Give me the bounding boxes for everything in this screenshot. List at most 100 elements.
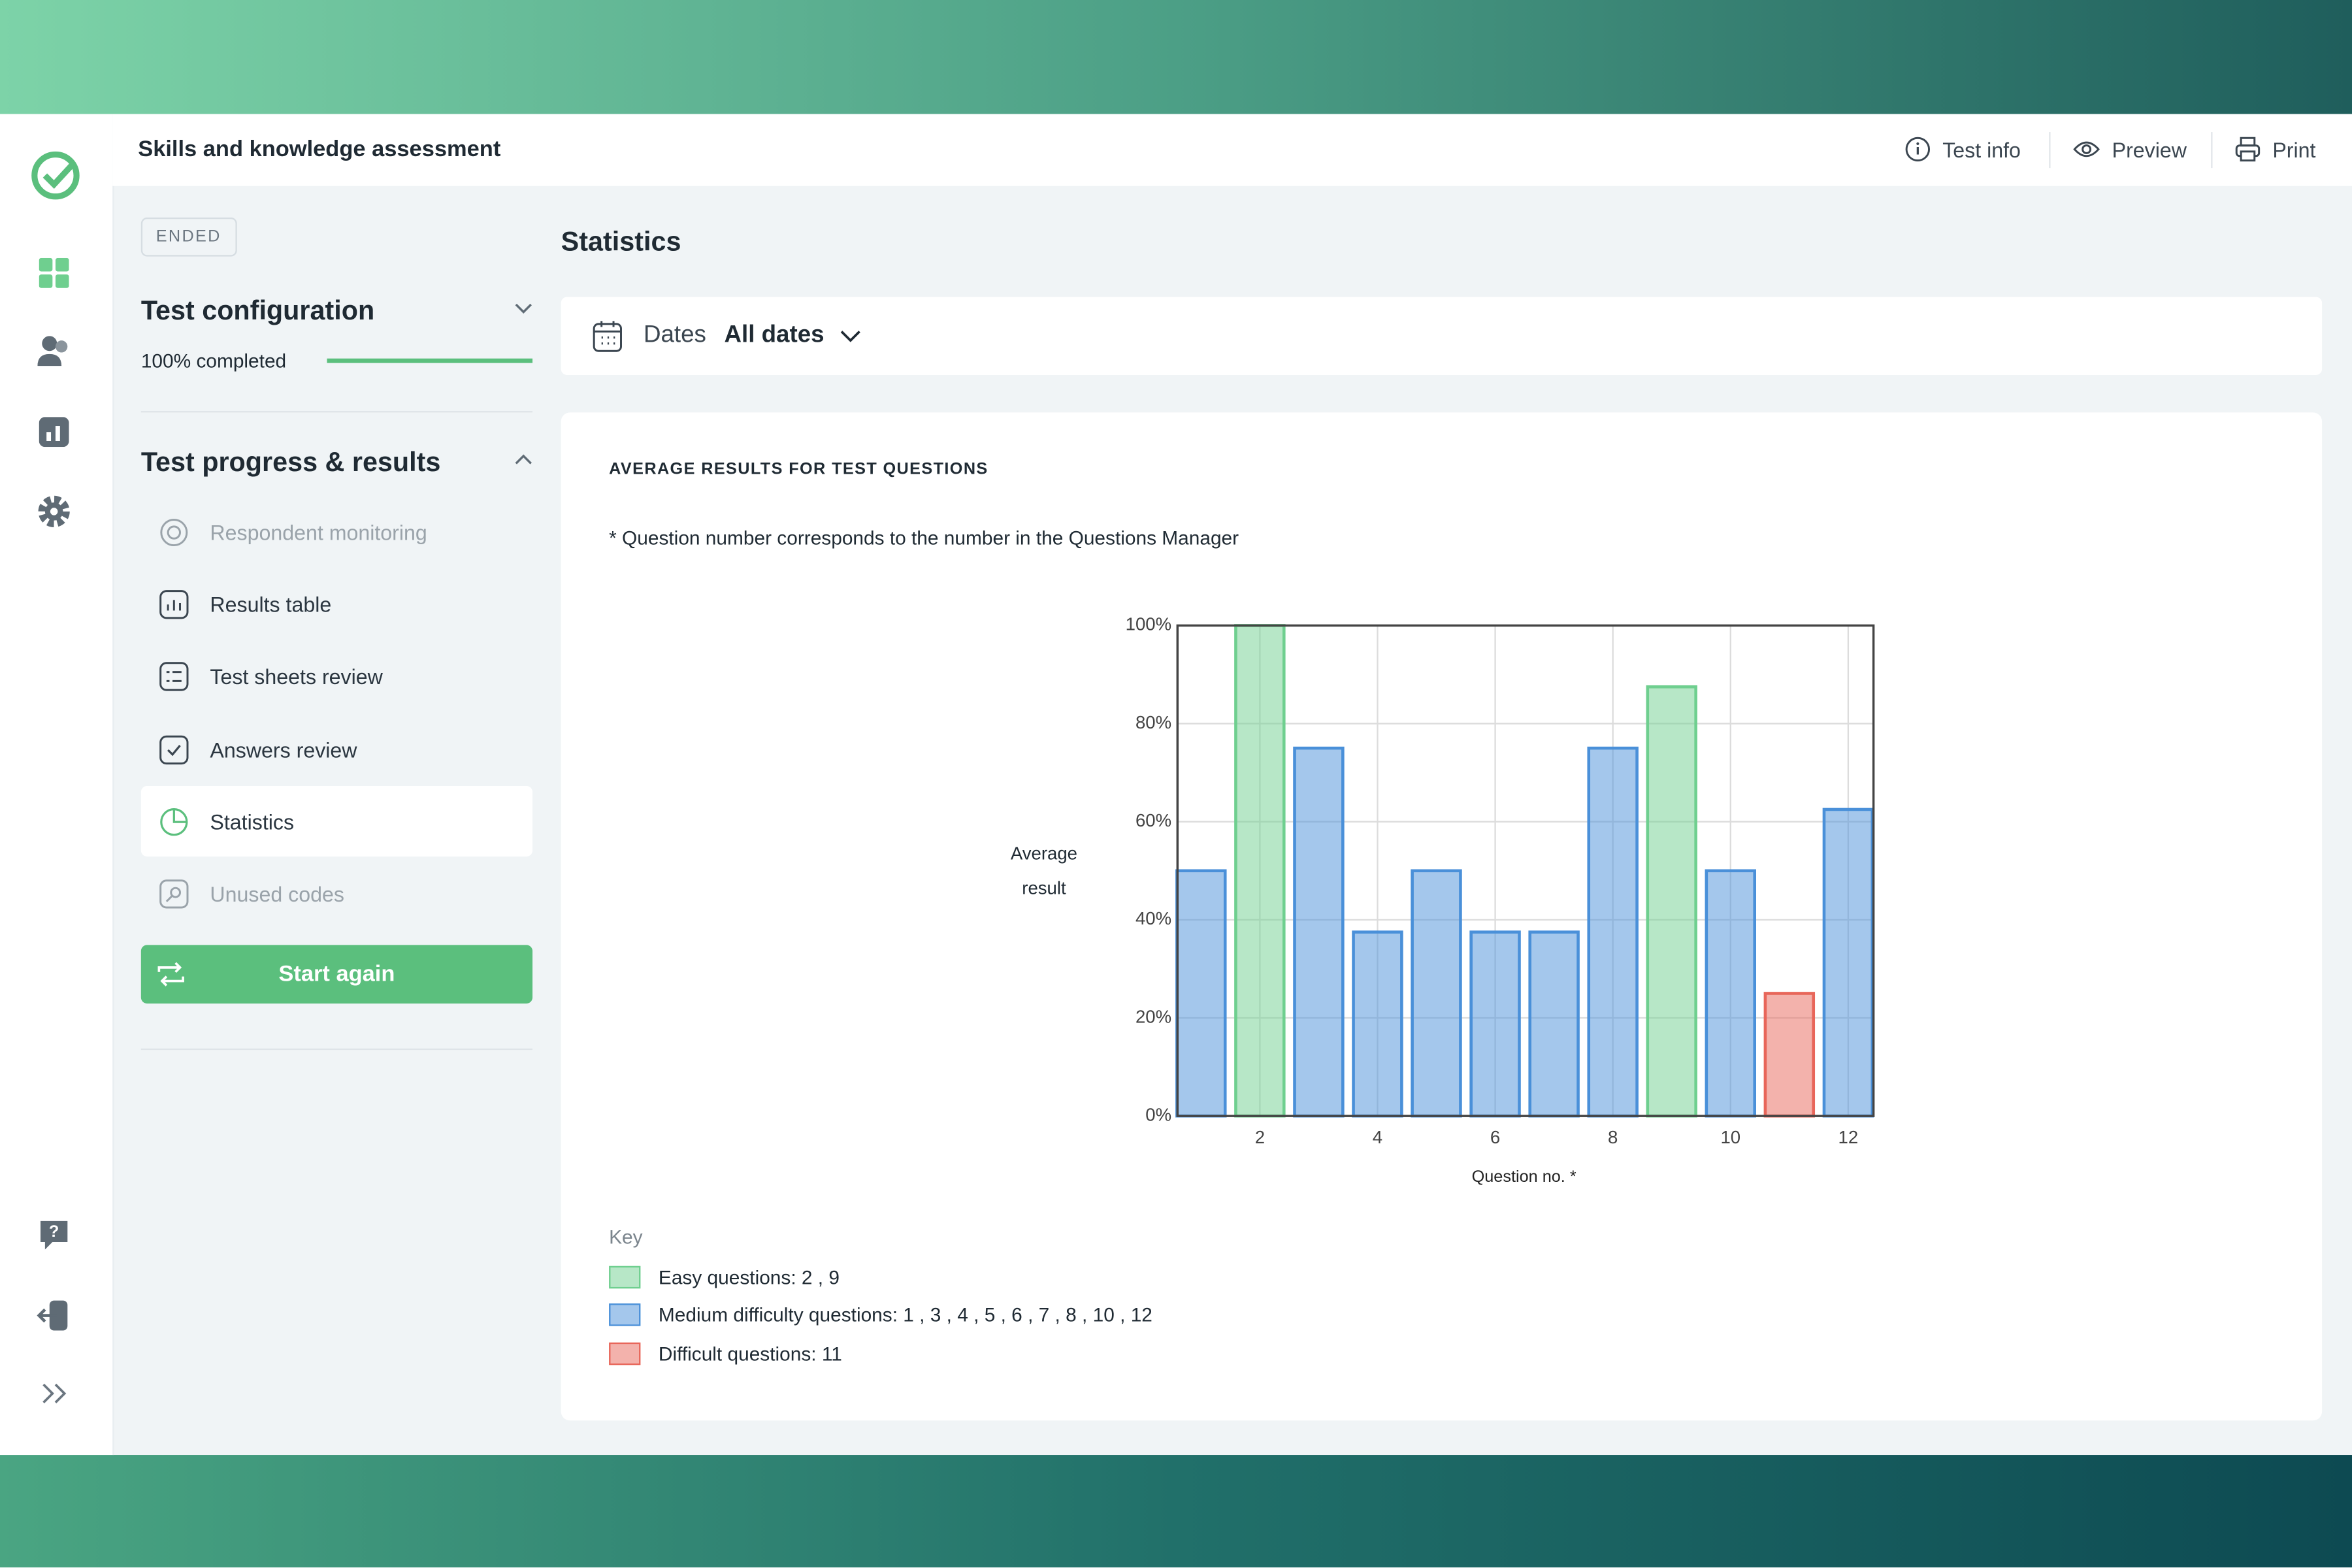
- x-tick-label: 4: [1373, 1127, 1382, 1147]
- preview-button[interactable]: Preview: [2073, 137, 2187, 162]
- nav-item-active[interactable]: Statistics: [140, 786, 533, 857]
- x-tick-label: 6: [1490, 1127, 1500, 1147]
- legend-label: Difficult questions: 11: [658, 1342, 842, 1365]
- bar: [1293, 746, 1345, 1118]
- legend-label: Medium difficulty questions: 1 , 3 , 4 ,…: [658, 1303, 1152, 1326]
- dashboard-icon[interactable]: [39, 257, 69, 288]
- section-title[interactable]: Test progress & results: [140, 447, 441, 478]
- progress-track: [327, 358, 533, 363]
- nav-item[interactable]: Answers review: [141, 714, 532, 785]
- card-title: AVERAGE RESULTS FOR TEST QUESTIONS: [609, 460, 988, 479]
- chevron-up[interactable]: [515, 453, 533, 468]
- nav-label: Test sheets review: [210, 663, 383, 688]
- progress-label: 100% completed: [140, 349, 287, 372]
- date-filter: Dates All dates: [561, 297, 2323, 375]
- monitor-icon: [160, 517, 188, 546]
- bar: [1175, 869, 1227, 1118]
- bar: [1469, 930, 1521, 1118]
- filter-value[interactable]: All dates: [724, 322, 825, 348]
- icon-rail: ?: [0, 114, 114, 1456]
- x-tick-label: 12: [1838, 1127, 1859, 1147]
- expand-icon[interactable]: [41, 1383, 71, 1404]
- codes-icon: [159, 879, 189, 908]
- nav-label: Answers review: [210, 737, 357, 762]
- legend-title: Key: [609, 1225, 643, 1249]
- settings-icon[interactable]: [37, 495, 71, 529]
- eye-icon: [2073, 141, 2100, 157]
- y-tick-label: 60%: [1135, 810, 1171, 830]
- chevron-down[interactable]: [515, 301, 533, 316]
- page-title: Statistics: [561, 226, 681, 257]
- nav-label: Results table: [210, 591, 332, 616]
- status-badge: ENDED: [140, 217, 237, 257]
- users-icon[interactable]: [37, 336, 71, 367]
- legend-item: Easy questions: 2 , 9: [609, 1266, 840, 1289]
- nav-label: Respondent monitoring: [210, 519, 427, 544]
- nav-item[interactable]: Unused codes: [141, 858, 532, 928]
- y-tick-label: 100%: [1126, 614, 1171, 634]
- y-tick-label: 80%: [1135, 712, 1171, 732]
- card-note: * Question number corresponds to the num…: [609, 526, 1239, 549]
- divider: [140, 411, 533, 413]
- preview-label: Preview: [2112, 137, 2187, 161]
- y-axis-label: Average result: [1010, 843, 1078, 899]
- bar: [1822, 808, 1874, 1118]
- nav-item[interactable]: Respondent monitoring: [141, 497, 532, 567]
- bar: [1587, 746, 1639, 1118]
- bar: [1705, 869, 1756, 1118]
- legend-item: Medium difficulty questions: 1 , 3 , 4 ,…: [609, 1303, 1152, 1326]
- nav-label: Unused codes: [210, 881, 344, 906]
- divider: [140, 1048, 533, 1051]
- bar: [1352, 930, 1403, 1118]
- legend-item: Difficult questions: 11: [609, 1342, 842, 1365]
- bar: [1411, 869, 1462, 1118]
- nav-label: Statistics: [210, 809, 295, 834]
- answers-icon: [159, 734, 189, 764]
- header: Skills and knowledge assessment Test inf…: [112, 114, 2352, 186]
- sheets-icon: [159, 661, 189, 691]
- dropdown-chevron[interactable]: [841, 329, 862, 344]
- legend-swatch: [609, 1342, 641, 1365]
- help-icon[interactable]: ?: [37, 1218, 71, 1251]
- y-tick-label: 0%: [1145, 1104, 1171, 1124]
- y-tick-label: 40%: [1135, 908, 1171, 928]
- table-icon: [159, 589, 189, 619]
- print-label: Print: [2272, 137, 2316, 161]
- repeat-icon: [157, 962, 184, 987]
- reports-icon[interactable]: [39, 417, 69, 448]
- print-button[interactable]: Print: [2235, 137, 2316, 162]
- top-band: [0, 0, 2352, 114]
- x-tick-label: 2: [1255, 1127, 1265, 1147]
- legend-label: Easy questions: 2 , 9: [658, 1266, 840, 1289]
- test-title: Skills and knowledge assessment: [138, 136, 501, 162]
- button-label: Start again: [278, 961, 395, 987]
- bottom-band: [0, 1455, 2352, 1568]
- nav-item[interactable]: Results table: [141, 568, 532, 639]
- bar: [1646, 685, 1697, 1118]
- statistics-icon: [160, 807, 188, 836]
- svg-text:?: ?: [49, 1222, 59, 1241]
- filter-label: Dates: [643, 322, 706, 348]
- print-icon: [2235, 137, 2261, 162]
- nav-item[interactable]: Test sheets review: [141, 640, 532, 711]
- chart: Question no. * 0% 20% 40% 60% 80% 100% 2 4 6 8 10 1…: [1126, 614, 1875, 1186]
- bar: [1234, 624, 1286, 1118]
- logo: [31, 151, 80, 200]
- separator: [2211, 132, 2213, 169]
- test-info-label: Test info: [1942, 137, 2021, 161]
- section-title[interactable]: Test configuration: [140, 295, 375, 326]
- x-tick-label: 10: [1720, 1127, 1740, 1147]
- start-again-button[interactable]: Start again: [140, 945, 533, 1004]
- y-tick-label: 20%: [1135, 1006, 1171, 1026]
- x-tick-label: 8: [1608, 1127, 1618, 1147]
- plot-frame: [1176, 624, 1875, 1117]
- separator: [2049, 132, 2051, 169]
- test-info-button[interactable]: Test info: [1905, 137, 2021, 162]
- calendar-icon: [593, 321, 623, 352]
- info-icon: [1905, 137, 1931, 162]
- legend-swatch: [609, 1266, 641, 1289]
- logout-icon[interactable]: [36, 1299, 72, 1332]
- bar: [1528, 930, 1580, 1118]
